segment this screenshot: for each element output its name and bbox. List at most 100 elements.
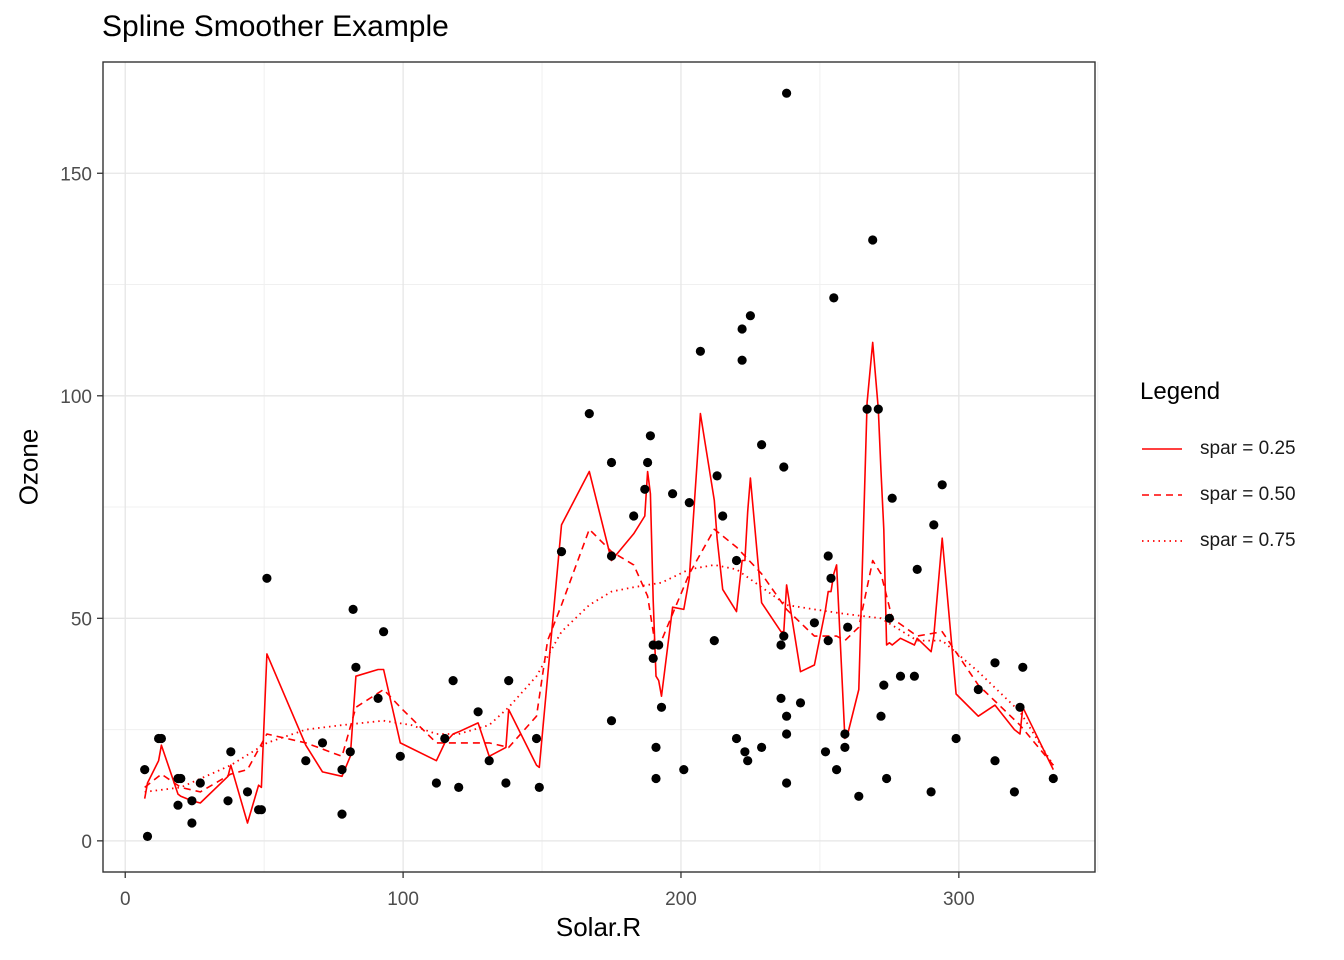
data-point (854, 791, 864, 801)
data-point (556, 547, 567, 557)
x-tick-label: 200 (665, 889, 697, 910)
data-point (809, 618, 820, 628)
data-point (656, 702, 667, 712)
data-point (431, 778, 441, 788)
data-point (679, 765, 689, 775)
data-point (373, 693, 383, 704)
data-point (648, 653, 658, 664)
data-point (173, 800, 183, 810)
data-point (909, 671, 920, 681)
data-point (873, 404, 883, 414)
data-point (695, 346, 706, 356)
legend-label: spar = 0.75 (1200, 530, 1296, 551)
data-point (776, 693, 786, 704)
dotted-line-icon (1142, 540, 1182, 542)
data-point (223, 796, 233, 806)
data-point (990, 658, 1000, 668)
data-point (337, 809, 347, 819)
data-point (484, 756, 494, 766)
data-point (840, 742, 850, 753)
legend-label: spar = 0.25 (1200, 438, 1296, 459)
data-point (440, 733, 450, 744)
y-tick-label: 100 (60, 387, 92, 408)
data-point (504, 676, 514, 686)
y-tick-label: 150 (60, 164, 92, 185)
data-point (348, 604, 358, 615)
legend-item-spar-050: spar = 0.50 (1140, 472, 1296, 518)
data-point (709, 636, 719, 646)
data-point (895, 671, 906, 681)
data-point (531, 733, 542, 744)
data-point (645, 431, 656, 441)
dashed-line-icon (1142, 494, 1182, 496)
data-point (1048, 773, 1058, 784)
data-point (795, 698, 806, 708)
data-point (929, 520, 939, 530)
data-point (829, 293, 839, 303)
data-point (951, 733, 961, 744)
data-point (668, 489, 678, 499)
series-line-dotted (144, 564, 1055, 793)
data-point (345, 747, 355, 757)
data-point (820, 747, 831, 757)
data-point (887, 493, 897, 503)
data-point (1009, 787, 1020, 797)
x-tick-label: 100 (387, 889, 419, 910)
data-point (454, 782, 464, 793)
data-point (868, 235, 878, 245)
legend-label: spar = 0.50 (1200, 484, 1296, 505)
data-point (782, 88, 792, 98)
data-point (684, 498, 694, 508)
solid-line-icon (1142, 448, 1182, 450)
data-point (757, 742, 767, 753)
legend-title: Legend (1140, 378, 1221, 405)
data-point (826, 573, 836, 583)
data-point (501, 778, 511, 788)
data-point (584, 409, 594, 419)
data-point (606, 551, 617, 561)
data-point (448, 676, 458, 686)
data-point (317, 738, 328, 748)
data-point (262, 573, 272, 583)
data-point (832, 765, 842, 775)
data-point (876, 711, 886, 721)
x-tick-label: 300 (943, 889, 975, 910)
data-point (195, 778, 205, 788)
data-point (757, 440, 767, 450)
data-point (606, 716, 617, 726)
data-point (782, 778, 792, 788)
data-point (629, 511, 639, 521)
y-tick-label: 0 (81, 832, 92, 853)
data-point (912, 564, 922, 575)
data-point (843, 622, 853, 632)
data-point (737, 324, 747, 334)
data-point (973, 684, 983, 695)
data-point (534, 782, 544, 793)
data-point (782, 711, 792, 721)
data-point (256, 805, 266, 815)
data-point (651, 742, 661, 753)
data-point (142, 831, 153, 842)
series-line-dashed (144, 528, 1054, 793)
data-point (776, 640, 786, 650)
legend-item-spar-075: spar = 0.75 (1140, 518, 1296, 564)
data-point (651, 773, 661, 784)
data-point (187, 796, 197, 806)
series-line-solid (143, 341, 1055, 824)
data-point (990, 756, 1000, 766)
data-point (937, 480, 947, 490)
data-point (737, 355, 747, 365)
plot-panel (103, 62, 1095, 872)
data-point (643, 457, 653, 468)
data-point (731, 555, 742, 566)
data-point (740, 747, 750, 757)
data-point (712, 471, 722, 481)
legend-item-spar-025: spar = 0.25 (1140, 426, 1296, 472)
data-point (779, 631, 789, 641)
data-point (879, 680, 889, 690)
data-point (1018, 662, 1028, 672)
data-point (718, 511, 728, 521)
data-point (351, 662, 361, 672)
legend: Legend spar = 0.25 spar = 0.50 spar = 0.… (1140, 378, 1296, 564)
data-point (473, 707, 483, 717)
